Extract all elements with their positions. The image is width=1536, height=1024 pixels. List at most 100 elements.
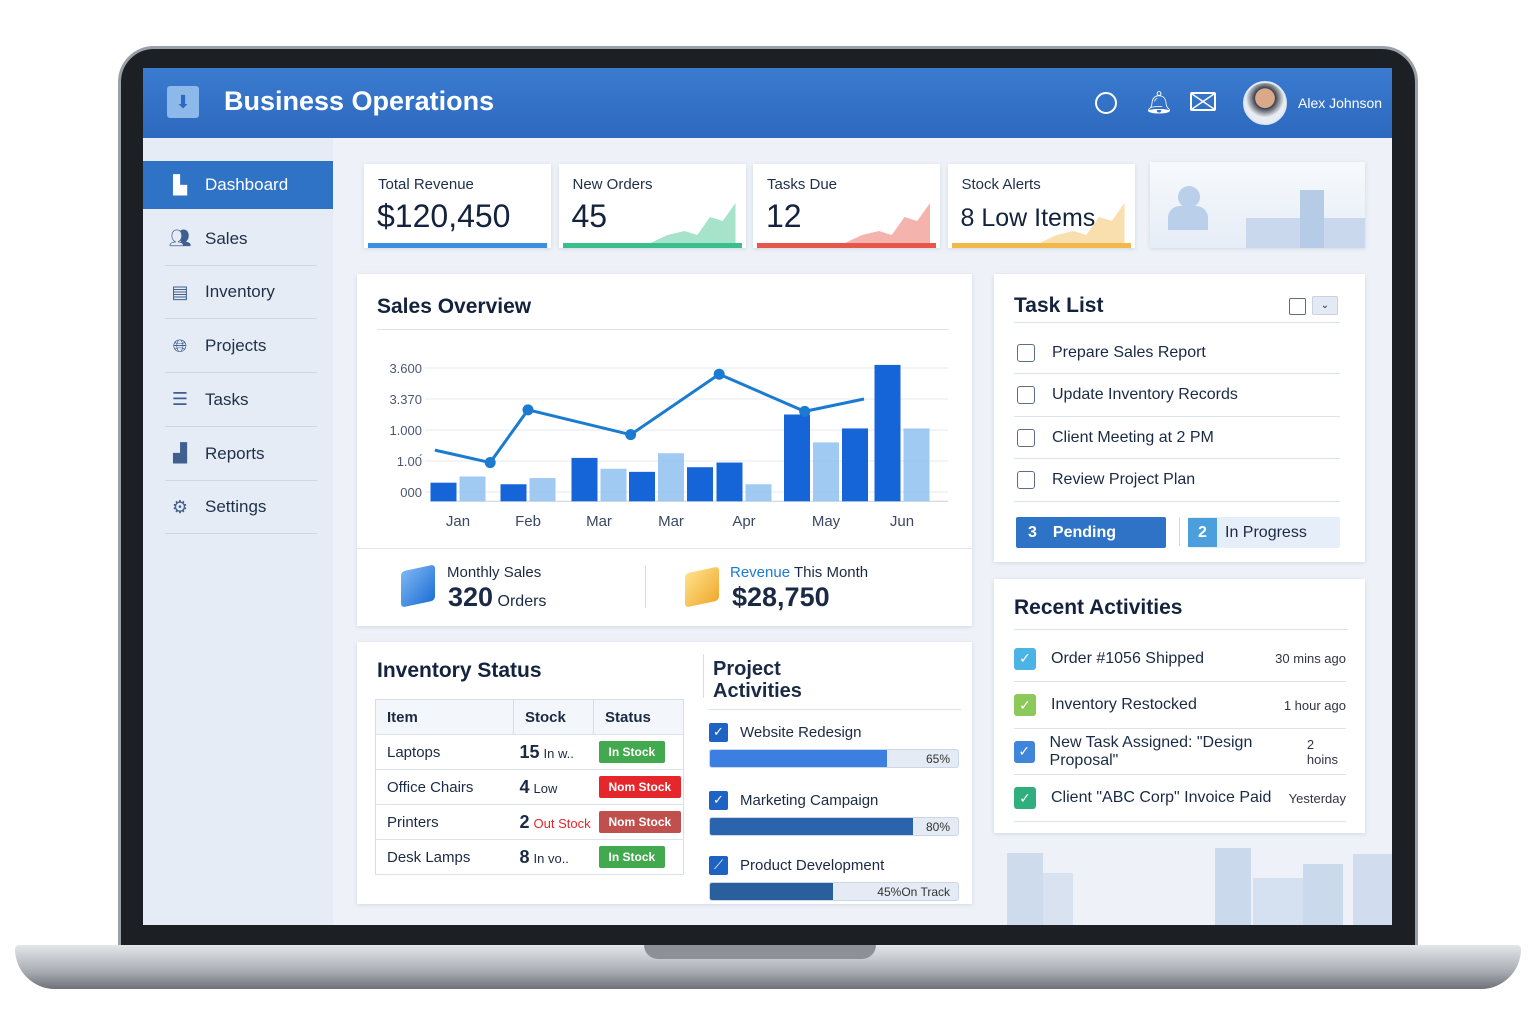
kpi-value: 12 — [766, 198, 802, 234]
y-tick-label: 000 — [400, 485, 422, 500]
activity-item[interactable]: ✓ Order #1056 Shipped 30 mins ago — [1014, 636, 1346, 682]
activity-item[interactable]: ✓ Client "ABC Corp" Invoice Paid Yesterday — [1014, 776, 1346, 822]
sidebar-item-tasks[interactable]: ☰ Tasks — [143, 376, 333, 424]
checkbox-checked-icon[interactable]: ✓ — [709, 790, 728, 810]
task-item[interactable]: Client Meeting at 2 PM — [1014, 417, 1340, 459]
pending-button[interactable]: 3 Pending — [1016, 517, 1166, 548]
activity-time: Yesterday — [1288, 790, 1346, 806]
stock-qty: 15 — [519, 741, 540, 762]
checkbox-checked-icon[interactable]: ✓ — [709, 722, 728, 742]
y-tick-label: 3.370 — [389, 392, 422, 407]
task-item[interactable]: Prepare Sales Report — [1014, 332, 1340, 374]
sidebar-item-sales[interactable]: 👥︎ Sales — [143, 215, 333, 263]
task-checkbox[interactable] — [1017, 343, 1035, 362]
recent-activities-card: Recent Activities ✓ Order #1056 Shipped 30… — [994, 579, 1365, 833]
check-icon: ✓ — [1014, 787, 1036, 809]
task-checkbox[interactable] — [1017, 471, 1035, 489]
status-cell: In Stock — [593, 839, 684, 875]
x-tick-label: Feb — [515, 513, 541, 530]
activity-time: 1 hour ago — [1283, 697, 1346, 713]
collapse-icon[interactable]: ⌄ — [1312, 296, 1338, 315]
globe-icon: 🌐︎ — [172, 335, 188, 356]
monthly-sales-label: Monthly Sales — [447, 564, 542, 581]
project-item[interactable]: ✓ Marketing Campaign 80% — [709, 788, 959, 836]
project-progress-label: 45%On Track — [877, 885, 950, 899]
project-name: Marketing Campaign — [740, 791, 879, 809]
revenue-value: $28,750 — [732, 582, 830, 612]
kpi-accent-bar — [562, 243, 742, 248]
table-row[interactable]: Office Chairs 4 Low Nom Stock — [375, 769, 684, 805]
sales-overview-card: Sales Overview Monthly Sales 320 Orders … — [357, 274, 972, 626]
x-tick-label: Jun — [890, 513, 914, 530]
table-row[interactable]: Printers 2 Out Stock Nom Stock — [375, 804, 684, 840]
stock-cell: 8 In vo.. — [513, 839, 594, 875]
inventory-table: Item Stock Status Laptops 15 In w.. In Stoc… — [375, 699, 684, 875]
in-progress-count: 2 — [1188, 518, 1217, 547]
sidebar-item-reports[interactable]: ▟ Reports — [143, 430, 333, 478]
kpi-card-stock-alerts[interactable]: Stock Alerts 8 Low Items — [947, 164, 1135, 248]
activity-item[interactable]: ✓ Inventory Restocked 1 hour ago — [1014, 683, 1346, 729]
stock-note: In w.. — [543, 745, 574, 761]
kpi-card-total-revenue[interactable]: Total Revenue $120,450 — [364, 164, 551, 248]
status-badge: Nom Stock — [598, 776, 682, 798]
chat-icon[interactable] — [1095, 92, 1117, 114]
x-tick-label: Apr — [732, 513, 755, 530]
kpi-card-new-orders[interactable]: New Orders 45 — [558, 164, 746, 248]
mail-icon[interactable] — [1190, 92, 1216, 111]
bell-icon[interactable]: 🔔︎ — [1145, 90, 1173, 115]
kpi-card-tasks-due[interactable]: Tasks Due 12 — [753, 164, 940, 248]
bar — [629, 471, 655, 502]
inventory-icon: ▤ — [171, 281, 189, 302]
table-row[interactable]: Laptops 15 In w.. In Stock — [375, 734, 684, 770]
bar — [903, 428, 930, 502]
sidebar-divider — [165, 264, 317, 266]
screen: ⬇ Business Operations 🔔︎ Alex Johnson ▙ D… — [143, 68, 1392, 925]
stock-note: In vo.. — [533, 850, 569, 866]
line-point — [625, 429, 637, 441]
sales-overview-title: Sales Overview — [377, 295, 532, 318]
item-name: Printers — [375, 804, 514, 840]
bar — [571, 457, 598, 502]
select-all-checkbox[interactable] — [1289, 298, 1306, 315]
task-list-title: Task List — [1014, 294, 1104, 317]
kpi-accent-bar — [757, 243, 936, 248]
project-item[interactable]: ⟋ Product Development 45%On Track — [709, 853, 959, 901]
task-checkbox[interactable] — [1017, 386, 1035, 404]
avatar[interactable] — [1243, 81, 1287, 125]
app-header: ⬇ Business Operations 🔔︎ Alex Johnson — [143, 68, 1392, 138]
bar — [842, 428, 868, 502]
bar — [784, 414, 810, 502]
task-label: Prepare Sales Report — [1052, 343, 1206, 361]
project-progress-bar: 45%On Track — [709, 882, 959, 901]
bar — [658, 453, 684, 502]
table-row[interactable]: Desk Lamps 8 In vo.. In Stock — [375, 839, 684, 875]
sidebar-item-projects[interactable]: 🌐︎ Projects — [143, 322, 333, 370]
sidebar-item-inventory[interactable]: ▤ Inventory — [143, 268, 333, 316]
pending-count: 3 — [1028, 523, 1037, 541]
monthly-sales-value: 320 — [448, 582, 494, 612]
bar — [430, 482, 457, 502]
activity-time: 2 hoins — [1306, 736, 1338, 767]
task-checkbox[interactable] — [1017, 428, 1035, 447]
activity-item[interactable]: ✓ New Task Assigned: "Design Proposal" 2 h… — [1014, 729, 1346, 775]
item-name: Office Chairs — [375, 769, 514, 805]
monthly-sales-unit: Orders — [497, 593, 547, 610]
sidebar-item-label: Dashboard — [205, 175, 289, 194]
task-item[interactable]: Review Project Plan — [1014, 460, 1340, 502]
sidebar-divider — [165, 372, 317, 374]
task-list-card: Task List ⌄ Prepare Sales Report Update I… — [994, 274, 1365, 562]
stock-qty: 2 — [519, 811, 530, 832]
in-progress-button[interactable]: 2 In Progress — [1188, 517, 1340, 548]
project-name: Product Development — [740, 856, 885, 874]
project-icon[interactable]: ⟋ — [709, 855, 728, 875]
line-point — [713, 368, 725, 380]
project-item[interactable]: ✓ Website Redesign 65% — [709, 720, 959, 768]
bar — [874, 364, 901, 502]
task-item[interactable]: Update Inventory Records — [1014, 375, 1340, 417]
stock-qty: 4 — [519, 776, 530, 797]
status-badge: Nom Stock — [598, 811, 682, 833]
col-item: Item — [375, 699, 514, 735]
sidebar-item-dashboard[interactable]: ▙ Dashboard — [143, 161, 333, 209]
user-name[interactable]: Alex Johnson — [1298, 95, 1383, 111]
sidebar-item-settings[interactable]: ⚙ Settings — [143, 483, 333, 531]
